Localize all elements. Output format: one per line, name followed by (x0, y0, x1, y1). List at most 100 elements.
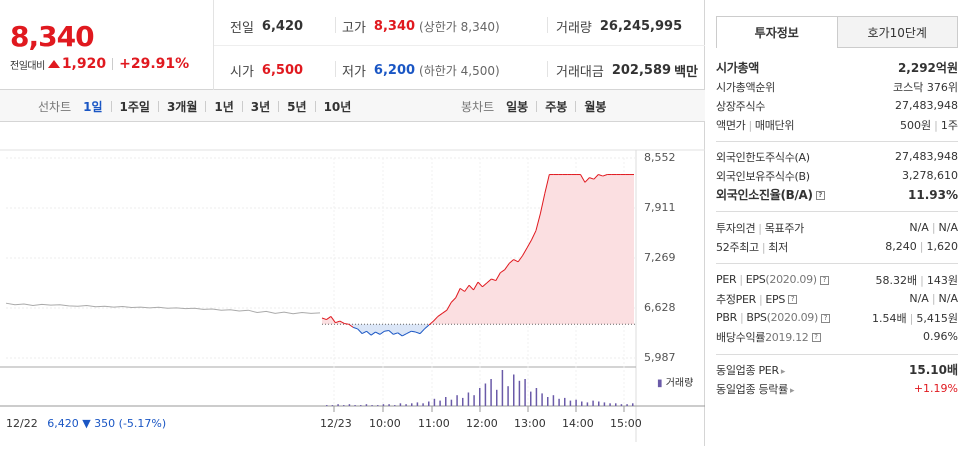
help-icon[interactable]: ? (811, 333, 821, 342)
help-icon[interactable]: ? (819, 275, 829, 285)
x-tick-label: 12/23 (320, 417, 352, 430)
today-series-segment (580, 174, 586, 183)
today-series-segment (442, 309, 448, 314)
volume-bar (586, 402, 589, 406)
open-price: 시가 6,500 (230, 61, 303, 80)
high-label: 고가 (342, 21, 366, 36)
today-series-segment (544, 174, 550, 194)
today-series-segment (437, 312, 443, 317)
divider: | (758, 292, 763, 306)
info-label-text: 동일업종 등락률 (716, 382, 788, 396)
info-label: 추정PER | EPS? (716, 291, 798, 307)
upper-limit: (상한가 8,340) (419, 20, 500, 34)
tab-period-1[interactable]: 1주일 (119, 99, 150, 114)
volume-bar (598, 401, 600, 406)
info-value-text: N/A (938, 292, 958, 305)
caret-right-icon[interactable]: ▸ (780, 366, 786, 377)
divider (335, 61, 336, 77)
low-value: 6,200 (373, 63, 416, 78)
divider (205, 100, 207, 112)
tab-period-5[interactable]: 5년 (287, 99, 307, 114)
divider: | (739, 273, 743, 286)
chart-canvas[interactable] (0, 122, 705, 446)
today-series-segment (424, 324, 430, 330)
tab-candle-2[interactable]: 월봉 (584, 99, 607, 114)
volume: 거래량 26,245,995 (556, 17, 682, 36)
volume-bar (626, 404, 628, 406)
volume-bar (405, 404, 407, 406)
tab-period-0[interactable]: 1일 (83, 99, 103, 114)
today-series-segment (406, 330, 412, 335)
up-arrow-icon (47, 60, 60, 68)
today-series-segment (473, 281, 479, 291)
info-label: 액면가 | 매매단위 (716, 117, 794, 133)
info-label-text: 외국인한도주식수(A) (716, 150, 810, 164)
down-arrow-icon: ▼ (82, 417, 91, 430)
info-value-text: 27,483,948 (895, 150, 958, 163)
info-label-text: 52주최고 (716, 240, 759, 254)
today-series-segment (446, 302, 452, 311)
prev-day-footer: 12/22 6,420 ▼ 350 (-5.17%) (6, 417, 166, 430)
tab-order-book[interactable]: 호가10단계 (837, 16, 958, 48)
info-value: 0.96% (923, 330, 958, 343)
info-label-text: PER (716, 273, 737, 286)
x-tick-label: 11:00 (418, 417, 450, 430)
divider (547, 61, 548, 77)
info-value-text: 2,292억원 (897, 61, 958, 75)
tab-candle-1[interactable]: 주봉 (545, 99, 568, 114)
info-label-text: 최저 (768, 240, 788, 254)
today-series-segment (344, 322, 349, 325)
today-series-segment (468, 284, 474, 291)
line-chart-label: 선차트 (38, 99, 72, 114)
help-icon[interactable]: ? (788, 295, 798, 304)
tab-period-6[interactable]: 10년 (323, 99, 352, 114)
today-series-segment (602, 174, 608, 177)
tab-period-2[interactable]: 3개월 (166, 99, 198, 114)
today-series-segment (464, 284, 470, 292)
volume-bar (360, 405, 362, 406)
change-value: 1,920 (61, 56, 107, 72)
divider (575, 100, 577, 112)
today-series-segment (415, 331, 421, 335)
volume-bar (524, 379, 526, 406)
volume-bar (394, 405, 396, 406)
caret-right-icon[interactable]: ▸ (789, 385, 795, 396)
loss-area (322, 324, 634, 336)
today-series-segment (335, 320, 340, 324)
open-label: 시가 (230, 65, 254, 80)
prev-close-label: 전일 (230, 21, 254, 36)
volume-bar (377, 405, 379, 406)
tab-period-3[interactable]: 1년 (214, 99, 234, 114)
price-panel: 8,340 전일대비 1,920 +29.91% 전일 6,420 고가 8,3… (0, 0, 705, 446)
help-icon[interactable]: ? (820, 313, 830, 323)
tab-candle-0[interactable]: 일봉 (506, 99, 529, 114)
info-label: 투자의견 | 목표주가 (716, 220, 804, 236)
volume-bar (331, 405, 334, 406)
info-label-text: 목표주가 (764, 221, 805, 235)
tab-period-4[interactable]: 3년 (250, 99, 271, 114)
volume-bar (541, 393, 543, 406)
volume-bar (501, 370, 504, 406)
info-value: N/A | N/A (909, 221, 958, 234)
today-series-segment (353, 326, 358, 330)
today-series-segment (450, 297, 457, 303)
market-cap-section: 시가총액 2,292억원 시가총액순위 코스닥 376위 상장주식수 27,483,948… (716, 58, 958, 134)
volume-bar (552, 395, 555, 406)
y-tick-label: 7,269 (644, 251, 676, 264)
tab-investment-info[interactable]: 투자정보 (716, 16, 838, 48)
price-summary: 8,340 전일대비 1,920 +29.91% 전일 6,420 고가 8,3… (0, 0, 705, 90)
volume-bar (615, 403, 617, 406)
today-series-segment (459, 287, 465, 292)
info-row: 외국인한도주식수(A) 27,483,948 (716, 147, 958, 166)
info-row: 액면가 | 매매단위 500원 | 1주 (716, 115, 958, 134)
divider: | (761, 240, 766, 254)
footer-price: 6,420 (47, 417, 79, 430)
today-series-segment (584, 177, 590, 183)
volume-bar (445, 397, 447, 406)
today-series-segment (384, 329, 389, 332)
intraday-chart[interactable]: 8,552 7,911 7,269 6,628 5,987 12/23 10:00 11:0… (0, 122, 705, 446)
help-icon[interactable]: ? (815, 191, 825, 200)
info-tabs: 투자정보 호가10단계 (716, 16, 958, 48)
today-series-segment (526, 239, 532, 249)
